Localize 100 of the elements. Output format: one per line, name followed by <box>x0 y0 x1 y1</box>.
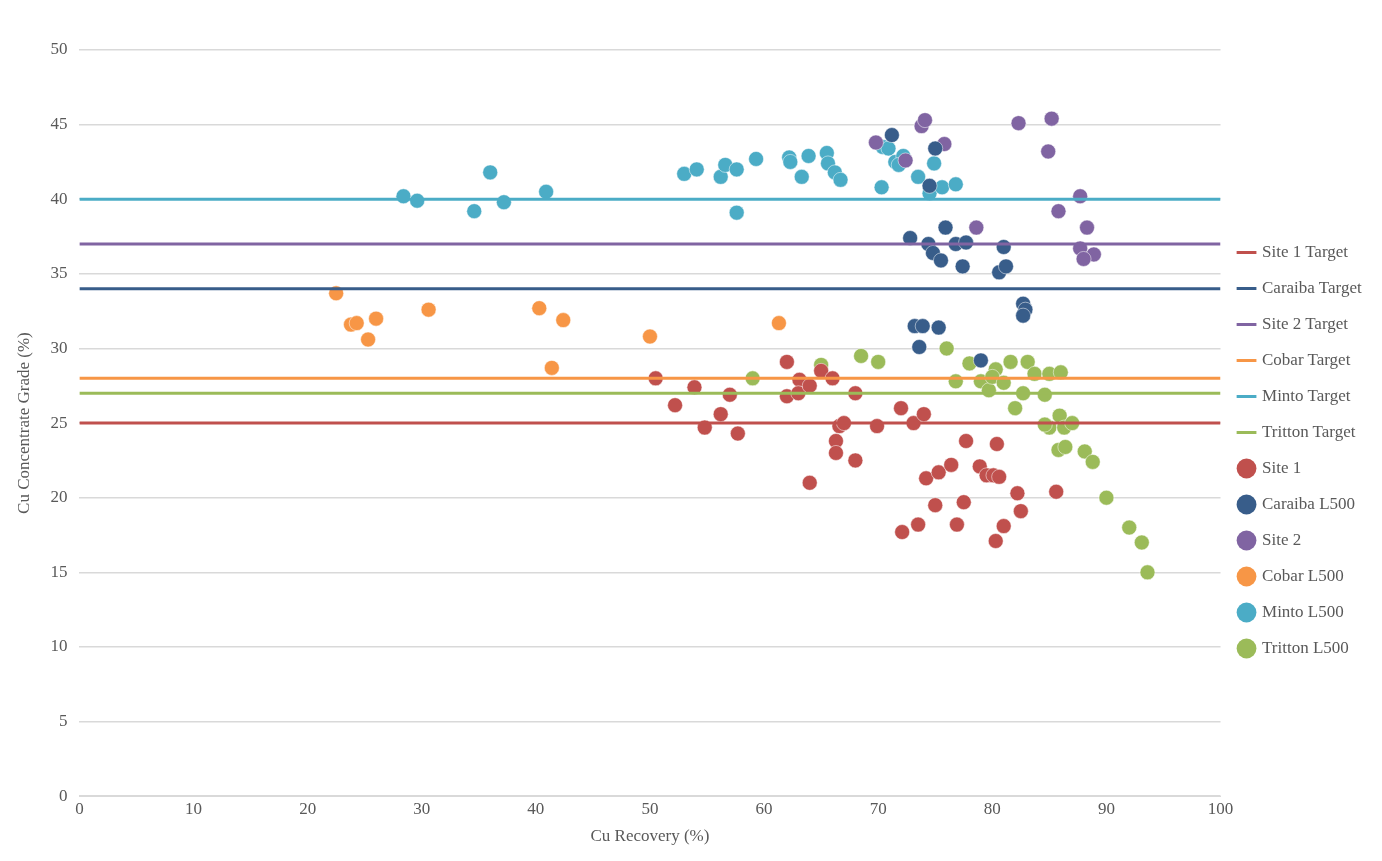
point <box>998 258 1014 275</box>
point <box>466 203 482 219</box>
point <box>943 457 959 473</box>
point <box>1015 307 1031 324</box>
point <box>1040 143 1056 160</box>
point <box>910 169 926 185</box>
point <box>958 433 974 449</box>
point <box>954 258 971 275</box>
x-tick-label: 40 <box>527 798 545 818</box>
point <box>800 148 817 164</box>
point <box>1019 354 1036 370</box>
point <box>555 312 571 328</box>
point <box>853 348 869 364</box>
legend-label: Cobar Target <box>1262 349 1351 369</box>
point <box>894 524 910 540</box>
point <box>730 425 746 442</box>
legend-label: Cobar L500 <box>1262 565 1344 585</box>
point <box>832 172 849 188</box>
point <box>667 397 683 413</box>
point <box>937 219 954 236</box>
y-tick-label: 40 <box>50 188 68 208</box>
legend-label: Minto Target <box>1262 385 1351 405</box>
point <box>916 406 932 422</box>
point <box>868 134 884 151</box>
x-tick-label: 0 <box>75 798 84 818</box>
point <box>368 310 384 327</box>
legend-label: Site 2 <box>1262 529 1302 549</box>
point <box>828 445 844 461</box>
point <box>911 339 928 355</box>
point <box>538 184 554 200</box>
point <box>918 470 934 487</box>
point <box>930 319 947 336</box>
point <box>973 352 989 369</box>
x-tick-label: 70 <box>869 798 887 818</box>
legend-label: Tritton L500 <box>1262 637 1349 657</box>
point <box>1048 484 1064 500</box>
point <box>926 155 942 172</box>
point <box>927 140 943 157</box>
y-tick-label: 35 <box>50 263 68 283</box>
point <box>1057 439 1074 455</box>
point <box>1009 485 1026 501</box>
x-axis-title: Cu Recovery (%) <box>590 826 710 846</box>
point <box>544 360 560 376</box>
point <box>748 151 764 167</box>
legend-label: Tritton Target <box>1262 421 1356 441</box>
point <box>1010 115 1027 131</box>
point <box>689 161 705 178</box>
point <box>1007 400 1023 416</box>
point <box>873 179 890 196</box>
x-tick-label: 30 <box>413 798 431 818</box>
point <box>712 406 729 422</box>
point <box>956 494 972 510</box>
point <box>870 354 886 370</box>
point <box>987 533 1004 549</box>
point <box>771 315 787 331</box>
point <box>938 340 955 357</box>
point <box>914 318 931 334</box>
x-tick-label: 90 <box>1097 798 1115 818</box>
legend-label: Caraiba Target <box>1262 277 1362 297</box>
y-tick-label: 45 <box>50 114 68 134</box>
point <box>801 475 818 491</box>
y-tick-label: 30 <box>50 337 68 357</box>
point <box>728 161 745 178</box>
point <box>1002 354 1019 370</box>
point <box>1139 564 1156 581</box>
x-tick-label: 50 <box>641 798 659 818</box>
y-tick-label: 50 <box>50 39 68 59</box>
point <box>348 315 365 331</box>
point <box>1050 203 1067 219</box>
x-tick-label: 80 <box>983 798 1001 818</box>
point <box>968 219 985 236</box>
legend-label: Site 2 Target <box>1262 313 1349 333</box>
point <box>991 469 1007 485</box>
x-tick-label: 100 <box>1207 798 1234 818</box>
x-tick-label: 20 <box>299 798 317 818</box>
point <box>1043 110 1060 127</box>
point <box>930 464 947 481</box>
point <box>1079 219 1095 236</box>
y-tick-label: 0 <box>58 785 68 805</box>
point <box>917 112 933 128</box>
point <box>420 301 437 318</box>
point <box>642 328 658 345</box>
point <box>1075 251 1092 267</box>
point <box>1084 454 1101 470</box>
point <box>1134 534 1150 551</box>
point <box>995 518 1012 534</box>
legend-label: Caraiba L500 <box>1262 493 1356 513</box>
legend-label: Site 1 Target <box>1262 241 1349 261</box>
point <box>531 300 548 316</box>
point <box>482 164 498 181</box>
x-tick-label: 10 <box>185 798 203 818</box>
legend-label: Minto L500 <box>1262 601 1344 621</box>
y-tick-label: 5 <box>58 711 68 731</box>
point <box>1013 503 1029 519</box>
point <box>676 166 692 182</box>
point <box>793 169 810 185</box>
point <box>989 436 1005 452</box>
x-tick-label: 60 <box>755 798 773 818</box>
point <box>779 354 795 370</box>
point <box>880 140 897 157</box>
